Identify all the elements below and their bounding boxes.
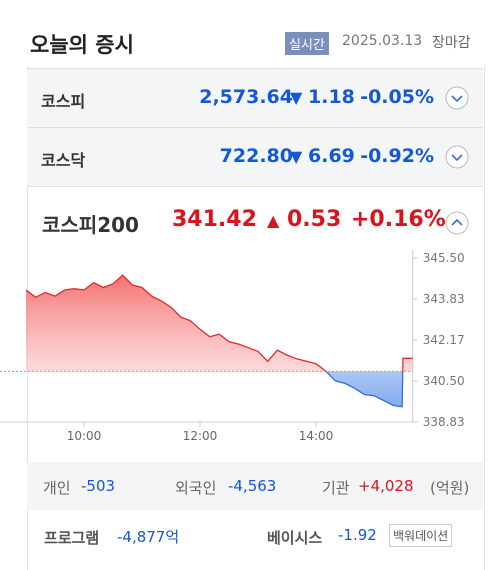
investor-value: +4,028 xyxy=(358,477,414,495)
x-tick-label: 12:00 xyxy=(183,429,218,443)
unit-label: (억원) xyxy=(430,479,470,497)
line-below xyxy=(324,371,404,408)
y-tick-label: 340.50 xyxy=(423,374,465,388)
expand-button[interactable] xyxy=(445,145,469,169)
index-change: 1.18 xyxy=(308,86,355,108)
y-tick-label: 343.83 xyxy=(423,292,465,306)
featured-change: 0.53 xyxy=(287,207,342,232)
down-arrow: ▼ xyxy=(290,147,303,166)
area-below xyxy=(325,371,403,407)
index-change-pct: -0.92% xyxy=(360,145,434,167)
date: 2025.03.13 xyxy=(342,33,423,49)
x-tick-label: 14:00 xyxy=(299,429,334,443)
expand-button[interactable] xyxy=(445,86,469,110)
realtime-badge: 실시간 xyxy=(285,32,329,55)
up-arrow: ▲ xyxy=(267,211,280,230)
investor-row: 개인 -503 외국인 -4,563 기관 +4,028 (억원) xyxy=(27,462,483,510)
down-arrow: ▼ xyxy=(290,88,303,107)
basis-value: -1.92 xyxy=(338,526,377,544)
line-above xyxy=(25,274,413,372)
program-label: 프로그램 xyxy=(44,529,100,547)
y-tick-label: 342.17 xyxy=(423,333,465,347)
index-value: 722.80 xyxy=(219,145,293,167)
widget-title: 오늘의 증시 xyxy=(30,33,134,57)
featured-change-pct: +0.16% xyxy=(351,207,446,232)
index-change-pct: -0.05% xyxy=(360,86,434,108)
basis-label: 베이시스 xyxy=(267,529,323,547)
collapse-button[interactable] xyxy=(445,211,469,235)
featured-name: 코스피200 xyxy=(42,213,139,237)
investor-value: -4,563 xyxy=(228,477,277,495)
basis-state: 백워데이션 xyxy=(389,524,453,547)
y-tick-label: 338.83 xyxy=(423,415,465,429)
index-value: 2,573.64 xyxy=(199,86,293,108)
investor-name: 기관 xyxy=(322,479,350,497)
y-tick-label: 345.50 xyxy=(423,251,465,265)
index-row: 코스닥 722.80 ▼ 6.69 -0.92% xyxy=(27,127,483,186)
program-value: -4,877억 xyxy=(117,528,180,546)
index-row: 코스피 2,573.64 ▼ 1.18 -0.05% xyxy=(27,68,483,127)
index-name: 코스닥 xyxy=(41,151,86,170)
investor-value: -503 xyxy=(81,477,116,495)
chart: 345.50 343.83 342.17 340.50 338.83 10:00 12:00… xyxy=(0,250,465,443)
area-above xyxy=(26,275,413,372)
index-change: 6.69 xyxy=(308,145,355,167)
market-status: 장마감 xyxy=(432,35,471,51)
divider xyxy=(27,186,483,187)
featured-value: 341.42 xyxy=(172,207,257,232)
investor-name: 개인 xyxy=(43,479,71,497)
index-name: 코스피 xyxy=(41,92,86,111)
x-tick-label: 10:00 xyxy=(67,429,102,443)
investor-name: 외국인 xyxy=(175,479,217,497)
